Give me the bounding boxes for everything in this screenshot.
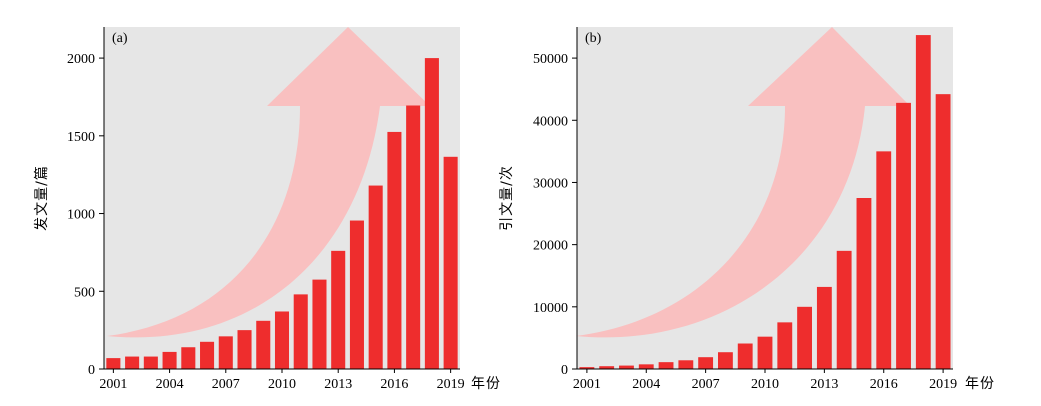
bar-2003	[619, 365, 634, 369]
bar-2012	[312, 279, 327, 369]
x-tick-label: 2004	[156, 377, 184, 392]
y-tick-label: 2000	[67, 52, 95, 67]
bar-2009	[737, 343, 753, 369]
bar-2007	[218, 336, 233, 369]
y-tick-label: 1000	[67, 208, 95, 223]
bar-2002	[599, 366, 615, 369]
bar-2018	[915, 35, 931, 369]
x-tick-label: 2001	[573, 377, 601, 392]
panel-label: (a)	[112, 31, 128, 46]
bar-2008	[237, 330, 252, 369]
bar-2016	[387, 131, 402, 369]
x-tick-label: 2007	[212, 377, 240, 392]
x-tick-label: 2010	[268, 377, 296, 392]
x-tick-label: 2016	[380, 377, 408, 392]
bar-2010	[757, 336, 773, 369]
x-tick-label: 2007	[692, 377, 720, 392]
bar-2015	[368, 185, 383, 369]
x-axis-title: 年份	[965, 376, 995, 392]
panel-b-citations-chart: 0 10000 20000 30000 40000 50000 2001 2004 2007 20…	[499, 27, 995, 392]
x-tick-label: 2001	[99, 377, 127, 392]
bar-2016	[876, 151, 892, 369]
bar-2009	[256, 320, 271, 369]
bar-2003	[143, 356, 158, 369]
x-tick-label: 2019	[437, 377, 465, 392]
x-tick-label: 2019	[929, 377, 957, 392]
bar-2011	[293, 294, 308, 369]
x-axis-title: 年份	[471, 376, 501, 392]
y-axis-title: 引文量/次	[499, 165, 515, 231]
y-tick-label: 1500	[67, 130, 95, 145]
bar-2004	[162, 351, 177, 369]
y-tick-label: 50000	[533, 52, 568, 67]
x-tick-label: 2013	[324, 377, 352, 392]
x-tick-label: 2013	[810, 377, 838, 392]
bar-2013	[331, 250, 346, 369]
x-tick-label: 2004	[632, 377, 660, 392]
bar-2001	[579, 367, 595, 369]
bar-2013	[816, 286, 832, 369]
bar-2012	[797, 306, 812, 369]
bar-2014	[349, 220, 364, 369]
bar-2015	[856, 198, 872, 369]
x-tick-label: 2010	[751, 377, 779, 392]
y-tick-label: 20000	[533, 239, 568, 254]
bar-2011	[777, 322, 793, 369]
bar-2014	[836, 250, 852, 369]
bar-2005	[181, 347, 196, 369]
panel-a-publications-chart: 0 500 1000 1500 2000 2001 2004 2007 2010 2013 2016…	[34, 27, 501, 392]
bar-2010	[274, 311, 290, 369]
bar-2008	[718, 352, 733, 369]
trend-arrow	[576, 27, 910, 338]
y-tick-label: 0	[88, 363, 95, 378]
bar-2018	[424, 58, 439, 370]
trend-arrow	[107, 27, 430, 338]
x-tick-label: 2016	[870, 377, 898, 392]
y-tick-label: 500	[74, 285, 95, 300]
bar-2017	[406, 105, 421, 369]
panel-label: (b)	[585, 31, 602, 46]
bar-2019	[935, 94, 951, 369]
y-tick-label: 40000	[533, 114, 568, 129]
bar-2005	[658, 362, 674, 369]
y-axis-title: 发文量/篇	[34, 165, 50, 231]
bar-2019	[443, 156, 458, 369]
bar-2006	[678, 360, 694, 369]
y-tick-label: 30000	[533, 176, 568, 191]
bar-2007	[698, 357, 714, 369]
bar-2001	[106, 358, 121, 369]
y-tick-label: 0	[561, 363, 568, 378]
y-tick-label: 10000	[533, 301, 568, 316]
bar-2017	[896, 102, 911, 370]
bar-2002	[125, 356, 140, 369]
bar-2004	[638, 364, 654, 369]
bar-2006	[200, 341, 215, 369]
